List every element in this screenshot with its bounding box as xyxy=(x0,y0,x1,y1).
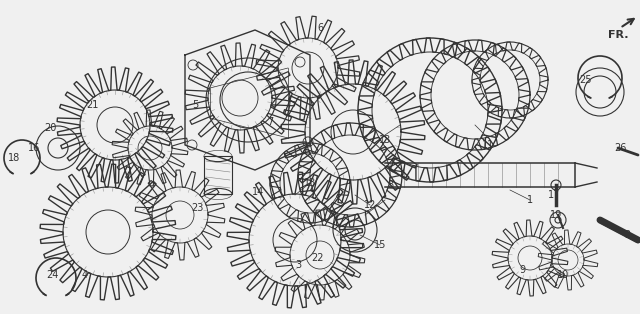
Text: 15: 15 xyxy=(374,240,386,250)
Text: 16: 16 xyxy=(28,143,40,153)
Text: 19: 19 xyxy=(550,210,562,220)
Bar xyxy=(204,156,232,194)
Text: 24: 24 xyxy=(46,270,58,280)
Text: 7: 7 xyxy=(267,117,273,127)
Text: 20: 20 xyxy=(44,123,56,133)
Text: 10: 10 xyxy=(557,270,569,280)
Text: 6: 6 xyxy=(317,23,323,33)
Text: 17: 17 xyxy=(548,190,560,200)
Text: 9: 9 xyxy=(519,265,525,275)
Text: 1: 1 xyxy=(527,195,533,205)
Text: 22: 22 xyxy=(312,253,324,263)
Text: 3: 3 xyxy=(295,260,301,270)
Text: 21: 21 xyxy=(86,100,98,110)
Text: 18: 18 xyxy=(8,153,20,163)
Text: 13: 13 xyxy=(304,178,316,188)
Text: 12: 12 xyxy=(364,200,376,210)
Text: 2: 2 xyxy=(624,230,630,240)
Text: 13: 13 xyxy=(379,135,391,145)
Text: FR.: FR. xyxy=(608,30,628,40)
Text: 11: 11 xyxy=(482,140,494,150)
Text: 8: 8 xyxy=(387,180,393,190)
Text: 14: 14 xyxy=(252,187,264,197)
Text: 23: 23 xyxy=(191,203,203,213)
Text: 4: 4 xyxy=(82,270,88,280)
Text: 26: 26 xyxy=(614,143,626,153)
Text: 25: 25 xyxy=(579,75,591,85)
Text: 5: 5 xyxy=(192,100,198,110)
